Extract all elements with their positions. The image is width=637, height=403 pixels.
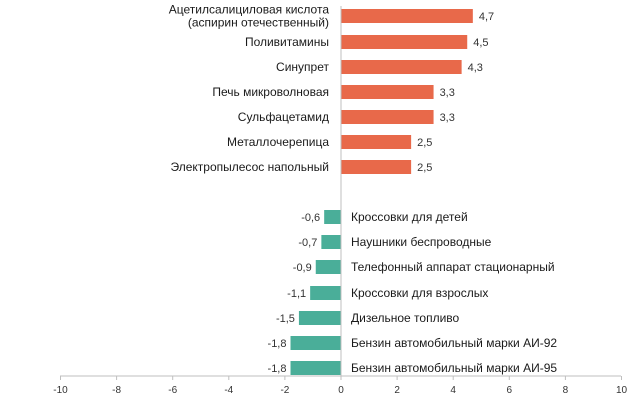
labels-layer: 4,7 Ацетилсалициловая кислота (аспирин оте… [53,3,627,397]
category-label-7: Электропылесос напольный [171,160,330,174]
bar-11 [310,286,341,300]
category-label-8: Кроссовки для детей [351,210,468,224]
category-label-line: Кроссовки для детей [351,210,468,224]
bar-8 [324,210,341,224]
category-label-5: Сульфацетамид [238,110,329,124]
value-label-10: -0,9 [293,262,312,274]
category-label-10: Телефонный аппарат стационарный [351,260,555,274]
x-tick-label-0: -10 [53,385,68,396]
x-tick-label-5: 0 [338,385,344,396]
category-label-14: Бензин автомобильный марки АИ-95 [351,361,557,375]
value-label-14: -1,8 [268,363,287,375]
category-label-line: Телефонный аппарат стационарный [351,260,555,274]
bar-12 [298,311,341,325]
x-tick-label-1: -8 [112,385,121,396]
value-label-3: 4,3 [468,62,483,74]
bar-4 [341,85,434,99]
bar-6 [341,135,412,149]
bar-14 [290,361,341,375]
x-tick-label-3: -4 [224,385,233,396]
bar-7 [341,160,412,174]
value-label-1: 4,7 [479,11,494,23]
category-label-line: Кроссовки для взрослых [351,286,488,300]
value-label-13: -1,8 [268,338,287,350]
x-tick-label-10: 10 [616,385,628,396]
category-label-4: Печь микроволновая [212,85,329,99]
category-label-line: Сульфацетамид [238,110,329,124]
bar-10 [315,260,341,274]
category-label-line: Синупрет [276,60,329,74]
category-label-13: Бензин автомобильный марки АИ-92 [351,336,557,350]
x-tick-label-8: 6 [507,385,513,396]
value-label-4: 3,3 [440,87,455,99]
category-label-11: Кроссовки для взрослых [351,286,488,300]
value-label-8: -0,6 [301,212,320,224]
bar-2 [341,35,468,49]
bars-layer [290,9,473,375]
category-label-line: Бензин автомобильный марки АИ-92 [351,336,557,350]
category-label-6: Металлочерепица [227,135,329,149]
value-label-12: -1,5 [276,313,295,325]
category-label-line: Электропылесос напольный [171,160,330,174]
x-tick-label-9: 8 [563,385,569,396]
category-label-line: Поливитамины [245,35,329,49]
category-label-3: Синупрет [276,60,329,74]
x-tick-label-6: 2 [394,385,400,396]
value-label-5: 3,3 [440,112,455,124]
category-label-line: Бензин автомобильный марки АИ-95 [351,361,557,375]
value-label-6: 2,5 [417,137,432,149]
category-label-line: Наушники беспроводные [351,235,492,249]
category-label-line: Ацетилсалициловая кислота [169,3,330,17]
value-label-2: 4,5 [473,37,488,49]
value-label-11: -1,1 [287,288,306,300]
category-label-line: Металлочерепица [227,135,329,149]
category-label-line: (аспирин отечественный) [188,16,329,30]
axis-layer [60,6,622,380]
category-label-line: Печь микроволновая [212,85,329,99]
x-tick-label-7: 4 [450,385,456,396]
category-label-line: Дизельное топливо [351,311,460,325]
category-label-12: Дизельное топливо [351,311,460,325]
category-label-9: Наушники беспроводные [351,235,492,249]
value-label-7: 2,5 [417,162,432,174]
bar-13 [290,336,341,350]
value-label-9: -0,7 [298,237,317,249]
category-label-2: Поливитамины [245,35,329,49]
x-tick-label-2: -6 [168,385,177,396]
bar-5 [341,110,434,124]
bar-9 [321,235,341,249]
bar-1 [341,9,473,23]
bar-3 [341,60,462,74]
category-label-1: Ацетилсалициловая кислота (аспирин отечес… [169,3,330,30]
x-tick-label-4: -2 [280,385,289,396]
